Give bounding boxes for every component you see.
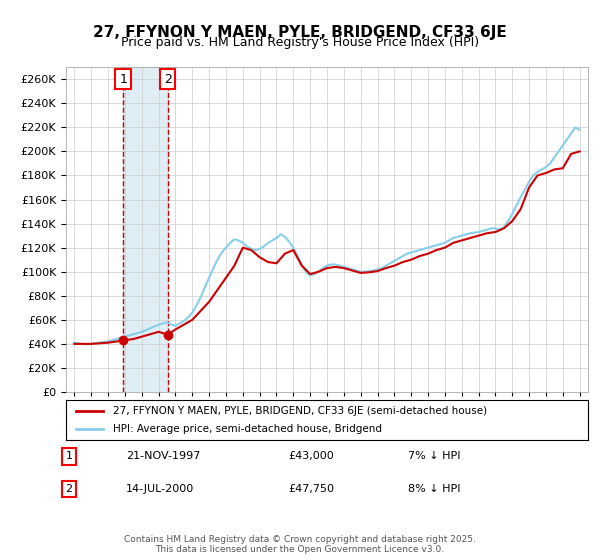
Text: Contains HM Land Registry data © Crown copyright and database right 2025.
This d: Contains HM Land Registry data © Crown c…: [124, 535, 476, 554]
Text: 21-NOV-1997: 21-NOV-1997: [126, 451, 200, 461]
Text: 1: 1: [119, 73, 127, 86]
Text: £47,750: £47,750: [288, 484, 334, 494]
Text: 8% ↓ HPI: 8% ↓ HPI: [408, 484, 461, 494]
Text: 27, FFYNON Y MAEN, PYLE, BRIDGEND, CF33 6JE (semi-detached house): 27, FFYNON Y MAEN, PYLE, BRIDGEND, CF33 …: [113, 407, 487, 417]
Text: 27, FFYNON Y MAEN, PYLE, BRIDGEND, CF33 6JE: 27, FFYNON Y MAEN, PYLE, BRIDGEND, CF33 …: [93, 25, 507, 40]
Text: HPI: Average price, semi-detached house, Bridgend: HPI: Average price, semi-detached house,…: [113, 423, 382, 433]
Text: 7% ↓ HPI: 7% ↓ HPI: [408, 451, 461, 461]
Text: 1: 1: [65, 451, 73, 461]
Bar: [123, 67, 167, 392]
Text: Price paid vs. HM Land Registry's House Price Index (HPI): Price paid vs. HM Land Registry's House …: [121, 36, 479, 49]
Text: 2: 2: [65, 484, 73, 494]
Text: 14-JUL-2000: 14-JUL-2000: [126, 484, 194, 494]
Text: £43,000: £43,000: [288, 451, 334, 461]
Text: 2: 2: [164, 73, 172, 86]
